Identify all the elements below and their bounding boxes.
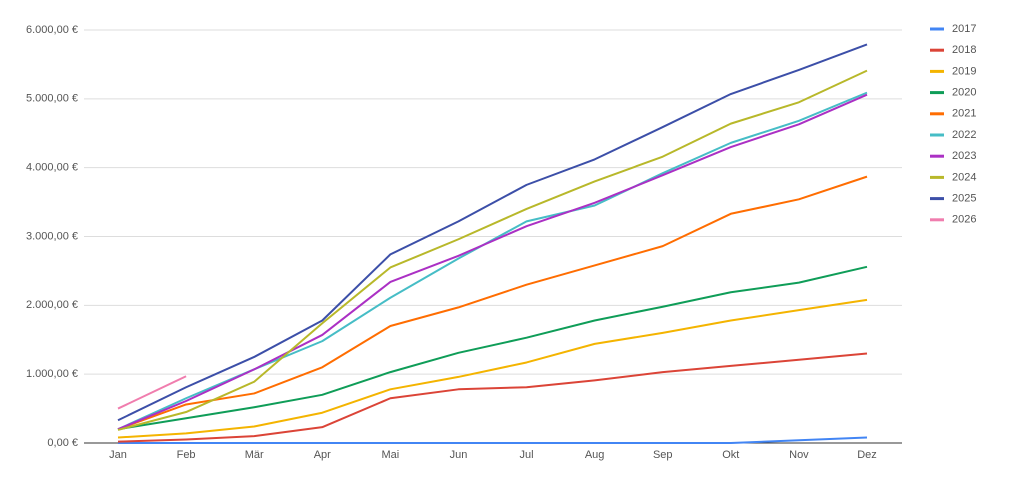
legend-label: 2024 — [952, 171, 976, 183]
y-tick-label: 1.000,00 € — [26, 368, 78, 380]
legend-label: 2018 — [952, 44, 976, 56]
legend-label: 2022 — [952, 129, 976, 141]
legend-label: 2019 — [952, 65, 976, 77]
legend-label: 2025 — [952, 193, 976, 205]
x-tick-label: Apr — [314, 449, 331, 461]
legend-label: 2021 — [952, 108, 976, 120]
x-tick-label: Aug — [585, 449, 605, 461]
legend-label: 2017 — [952, 23, 976, 35]
y-tick-label: 2.000,00 € — [26, 299, 78, 311]
y-tick-label: 5.000,00 € — [26, 93, 78, 105]
series-line — [117, 175, 868, 431]
legend-label: 2020 — [952, 87, 976, 99]
x-tick-label: Mai — [381, 449, 399, 461]
x-tick-label: Okt — [722, 449, 739, 461]
series-line — [117, 91, 868, 431]
y-tick-label: 3.000,00 € — [26, 230, 78, 242]
series-line — [117, 93, 868, 431]
y-tick-label: 0,00 € — [47, 437, 78, 449]
series-line — [117, 352, 868, 443]
legend-label: 2026 — [952, 214, 976, 226]
y-tick-label: 4.000,00 € — [26, 162, 78, 174]
x-tick-label: Nov — [789, 449, 809, 461]
series-line — [117, 375, 187, 410]
series-line — [117, 265, 868, 431]
x-tick-label: Feb — [177, 449, 196, 461]
x-tick-label: Jun — [450, 449, 468, 461]
series-line — [117, 43, 868, 422]
y-tick-label: 6.000,00 € — [26, 24, 78, 36]
series-line — [117, 69, 868, 431]
x-tick-label: Mär — [245, 449, 264, 461]
legend-label: 2023 — [952, 150, 976, 162]
series-line — [117, 298, 868, 439]
x-tick-label: Dez — [857, 449, 877, 461]
series-line — [118, 436, 868, 444]
x-tick-label: Sep — [653, 449, 673, 461]
x-tick-label: Jan — [109, 449, 127, 461]
x-tick-label: Jul — [520, 449, 534, 461]
